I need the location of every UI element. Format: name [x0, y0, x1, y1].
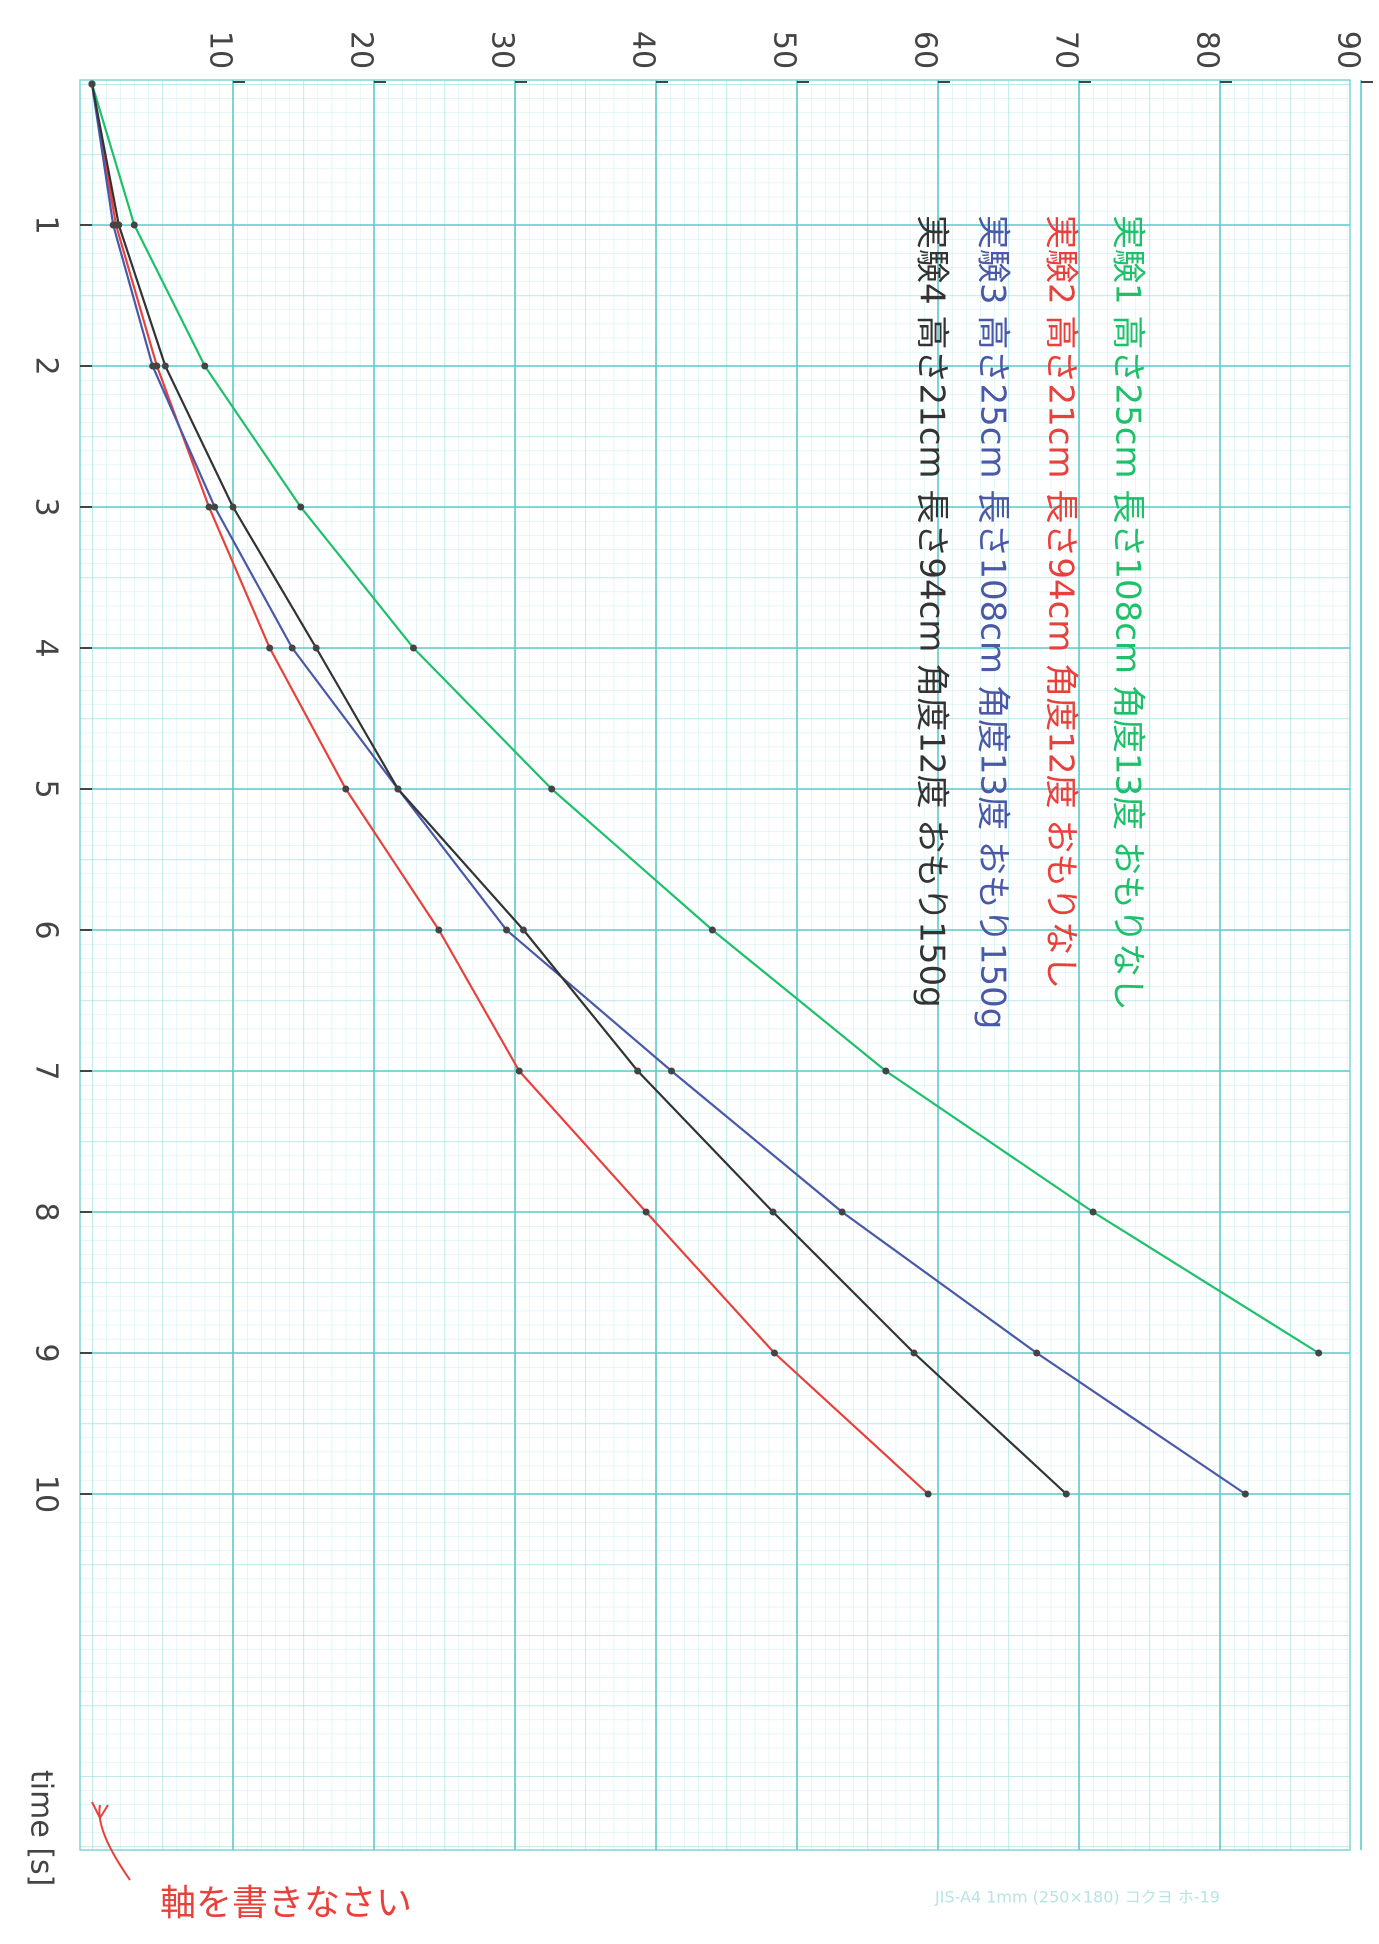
x-tick-label: 9	[29, 1343, 64, 1362]
data-point	[89, 81, 96, 88]
data-point	[1315, 1350, 1322, 1357]
y-tick-label: 30	[485, 31, 520, 69]
y-tick-label: 50	[767, 31, 802, 69]
graph-paper	[80, 80, 1350, 1850]
x-tick-label: 7	[29, 1061, 64, 1080]
page: 10 20 30 40 50 60 70 80 90 1 2 3 4 5 6 7 8 9 10 time [s] 実験1…	[0, 0, 1379, 1944]
data-point	[516, 1068, 523, 1075]
data-point	[115, 222, 122, 229]
data-point	[668, 1068, 675, 1075]
y-tick-label: 60	[908, 31, 943, 69]
x-tick-label: 8	[29, 1202, 64, 1221]
y-tick-label: 70	[1049, 31, 1084, 69]
data-point	[548, 786, 555, 793]
data-point	[410, 645, 417, 652]
data-point	[149, 363, 156, 370]
legend-entry: 実験4 高さ21cm 長さ94cm 角度12度 おもり150g	[912, 215, 952, 1008]
data-point	[211, 504, 218, 511]
chart: 10 20 30 40 50 60 70 80 90 1 2 3 4 5 6 7 8 9 10 time [s] 実験1…	[0, 0, 1379, 1944]
data-point	[201, 363, 208, 370]
data-point	[839, 1209, 846, 1216]
data-point	[266, 645, 273, 652]
x-tick-label: 5	[29, 779, 64, 798]
data-point	[882, 1068, 889, 1075]
legend-entry: 実験2 高さ21cm 長さ94cm 角度12度 おもりなし	[1041, 215, 1081, 989]
annotation: JIS-A4 1mm (250×180) コクヨ ホ-19	[934, 1888, 1220, 1907]
data-point	[503, 927, 510, 934]
data-point	[1063, 1491, 1070, 1498]
y-tick-label: 10	[203, 31, 238, 69]
data-point	[131, 222, 138, 229]
x-tick-label: 10	[29, 1475, 64, 1513]
x-tick-label: 4	[29, 638, 64, 657]
data-point	[634, 1068, 641, 1075]
data-point	[297, 504, 304, 511]
data-point	[709, 927, 716, 934]
data-point	[289, 645, 296, 652]
x-axis-label: time [s]	[24, 1770, 59, 1886]
x-tick-label: 2	[29, 356, 64, 375]
data-point	[342, 786, 349, 793]
data-point	[313, 645, 320, 652]
data-point	[520, 927, 527, 934]
data-point	[1090, 1209, 1097, 1216]
y-tick-label: 80	[1190, 31, 1225, 69]
annotation: 軸を書きなさい	[160, 1883, 412, 1924]
data-point	[911, 1350, 918, 1357]
y-tick-label: 20	[344, 31, 379, 69]
x-tick-label: 1	[29, 215, 64, 234]
data-point	[643, 1209, 650, 1216]
data-point	[771, 1350, 778, 1357]
data-point	[925, 1491, 932, 1498]
data-point	[230, 504, 237, 511]
y-tick-label: 40	[626, 31, 661, 69]
data-point	[435, 927, 442, 934]
data-point	[162, 363, 169, 370]
data-point	[1033, 1350, 1040, 1357]
x-tick-label: 6	[29, 920, 64, 939]
data-point	[770, 1209, 777, 1216]
data-point	[1242, 1491, 1249, 1498]
legend-entry: 実験1 高さ25cm 長さ108cm 角度13度 おもりなし	[1108, 215, 1148, 1011]
y-tick-label: 90	[1331, 31, 1366, 69]
data-point	[394, 786, 401, 793]
x-tick-label: 3	[29, 497, 64, 516]
legend-entry: 実験3 高さ25cm 長さ108cm 角度13度 おもり150g	[973, 215, 1013, 1029]
